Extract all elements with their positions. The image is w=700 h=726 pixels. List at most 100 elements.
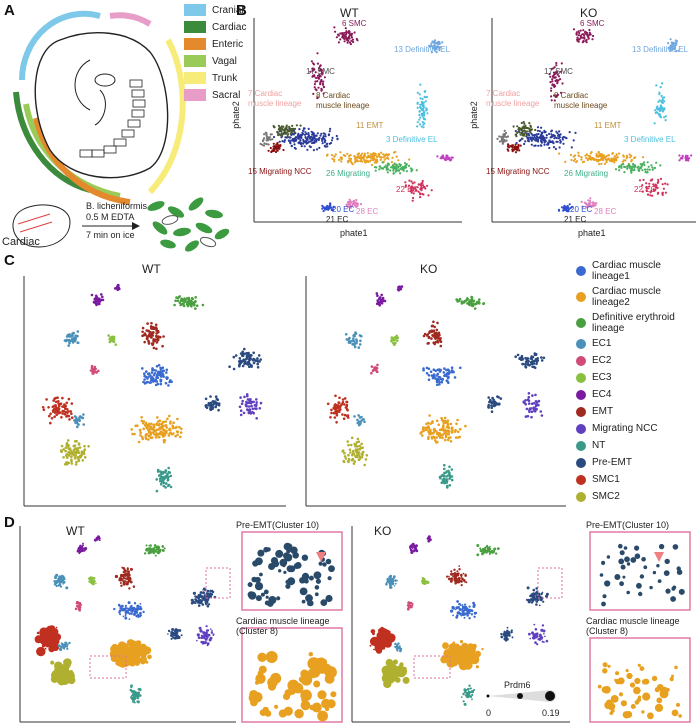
expression-point: [532, 594, 536, 597]
phate-point: [652, 183, 655, 186]
phate-point: [440, 155, 443, 158]
phate-point: [285, 128, 288, 131]
phate-point: [272, 142, 275, 145]
tsne-point: [259, 358, 262, 361]
expression-point: [461, 577, 464, 580]
phate-point: [310, 139, 313, 142]
phate-point: [418, 123, 422, 126]
expression-point: [47, 640, 55, 648]
phate-point: [607, 157, 610, 160]
tsne-point: [150, 425, 153, 429]
tsne-point: [534, 393, 537, 397]
tsne-point: [147, 438, 150, 441]
cluster-legend-dot: [576, 292, 586, 302]
tsne-point: [241, 350, 244, 354]
tsne-point: [64, 404, 67, 407]
expression-point: [89, 576, 92, 578]
tsne-point: [524, 415, 528, 418]
tsne-point: [76, 425, 79, 429]
phate-point: [524, 140, 527, 143]
expression-point: [134, 607, 138, 611]
phate-point: [413, 181, 416, 184]
tsne-point: [168, 414, 171, 418]
phate-point: [541, 135, 544, 138]
tsne-point: [228, 365, 231, 368]
expression-point: [143, 646, 152, 655]
phate-point: [308, 137, 312, 140]
phate-point: [313, 74, 316, 77]
phate-point: [418, 110, 421, 113]
expression-point: [203, 633, 205, 636]
tsne-point: [161, 373, 165, 376]
phate-point: [539, 144, 542, 147]
phate-point: [385, 166, 388, 169]
expression-point: [58, 575, 62, 579]
phate-point: [392, 172, 395, 175]
tsne-point: [395, 339, 399, 342]
phate-point: [628, 153, 631, 156]
phate-point: [313, 139, 316, 143]
phate-point: [556, 73, 559, 76]
expression-point: [456, 614, 459, 617]
phate-point: [603, 162, 606, 165]
dissociated-cells: [147, 197, 230, 252]
phate-point: [276, 130, 279, 134]
tsne-point: [343, 397, 347, 400]
phate-point: [541, 131, 544, 134]
cluster-legend-label: NT: [592, 440, 606, 451]
tsne-point: [425, 334, 429, 337]
tsne-point: [158, 373, 161, 377]
phate-point: [345, 33, 348, 36]
expression-point: [209, 595, 213, 598]
expression-point: [464, 694, 467, 697]
tsne-point: [344, 333, 348, 336]
tsne-point: [431, 421, 434, 424]
inset-point: [322, 562, 327, 567]
phate-point: [570, 158, 573, 162]
expression-point: [134, 695, 136, 698]
tsne-point: [333, 416, 337, 419]
phate-point: [346, 41, 349, 44]
tsne-point: [67, 397, 71, 401]
tsne-point: [435, 380, 439, 384]
expression-point: [122, 580, 125, 583]
tsne-point: [147, 429, 151, 433]
tsne-point: [399, 287, 403, 291]
tsne-point: [152, 377, 155, 381]
tsne-point: [61, 412, 64, 415]
expression-point: [469, 612, 471, 615]
phate-point: [343, 31, 346, 35]
tsne-point: [443, 467, 446, 471]
expression-point: [153, 549, 157, 553]
phate-point: [618, 169, 621, 172]
phate-point: [417, 190, 420, 193]
phate-point: [350, 205, 353, 208]
phate-point: [592, 34, 595, 38]
phate-point: [310, 135, 313, 138]
tsne-point: [429, 422, 432, 425]
expression-point: [162, 549, 165, 552]
d-ko-box-pre-emt: [537, 567, 563, 599]
tsne-point: [440, 380, 444, 384]
tsne-point: [531, 394, 534, 397]
tsne-point: [134, 424, 137, 428]
phate-point: [369, 159, 372, 162]
expression-point: [113, 607, 116, 611]
tsne-point: [442, 371, 446, 374]
cluster-legend-item: SMC2: [576, 491, 700, 502]
expression-point: [385, 582, 388, 586]
expression-point: [458, 606, 461, 609]
tsne-point: [63, 339, 67, 342]
expression-point: [152, 551, 155, 555]
phate-point: [553, 99, 556, 102]
tsne-point: [444, 435, 448, 439]
phate-point: [295, 124, 298, 127]
expression-point: [121, 574, 125, 578]
phate-point: [312, 149, 315, 152]
phate-point: [425, 95, 428, 99]
tsne-point: [482, 302, 486, 305]
tsne-point: [255, 401, 258, 404]
tsne-point: [341, 398, 345, 401]
phate-cluster-label: 15 Migrating NCC: [486, 167, 550, 176]
